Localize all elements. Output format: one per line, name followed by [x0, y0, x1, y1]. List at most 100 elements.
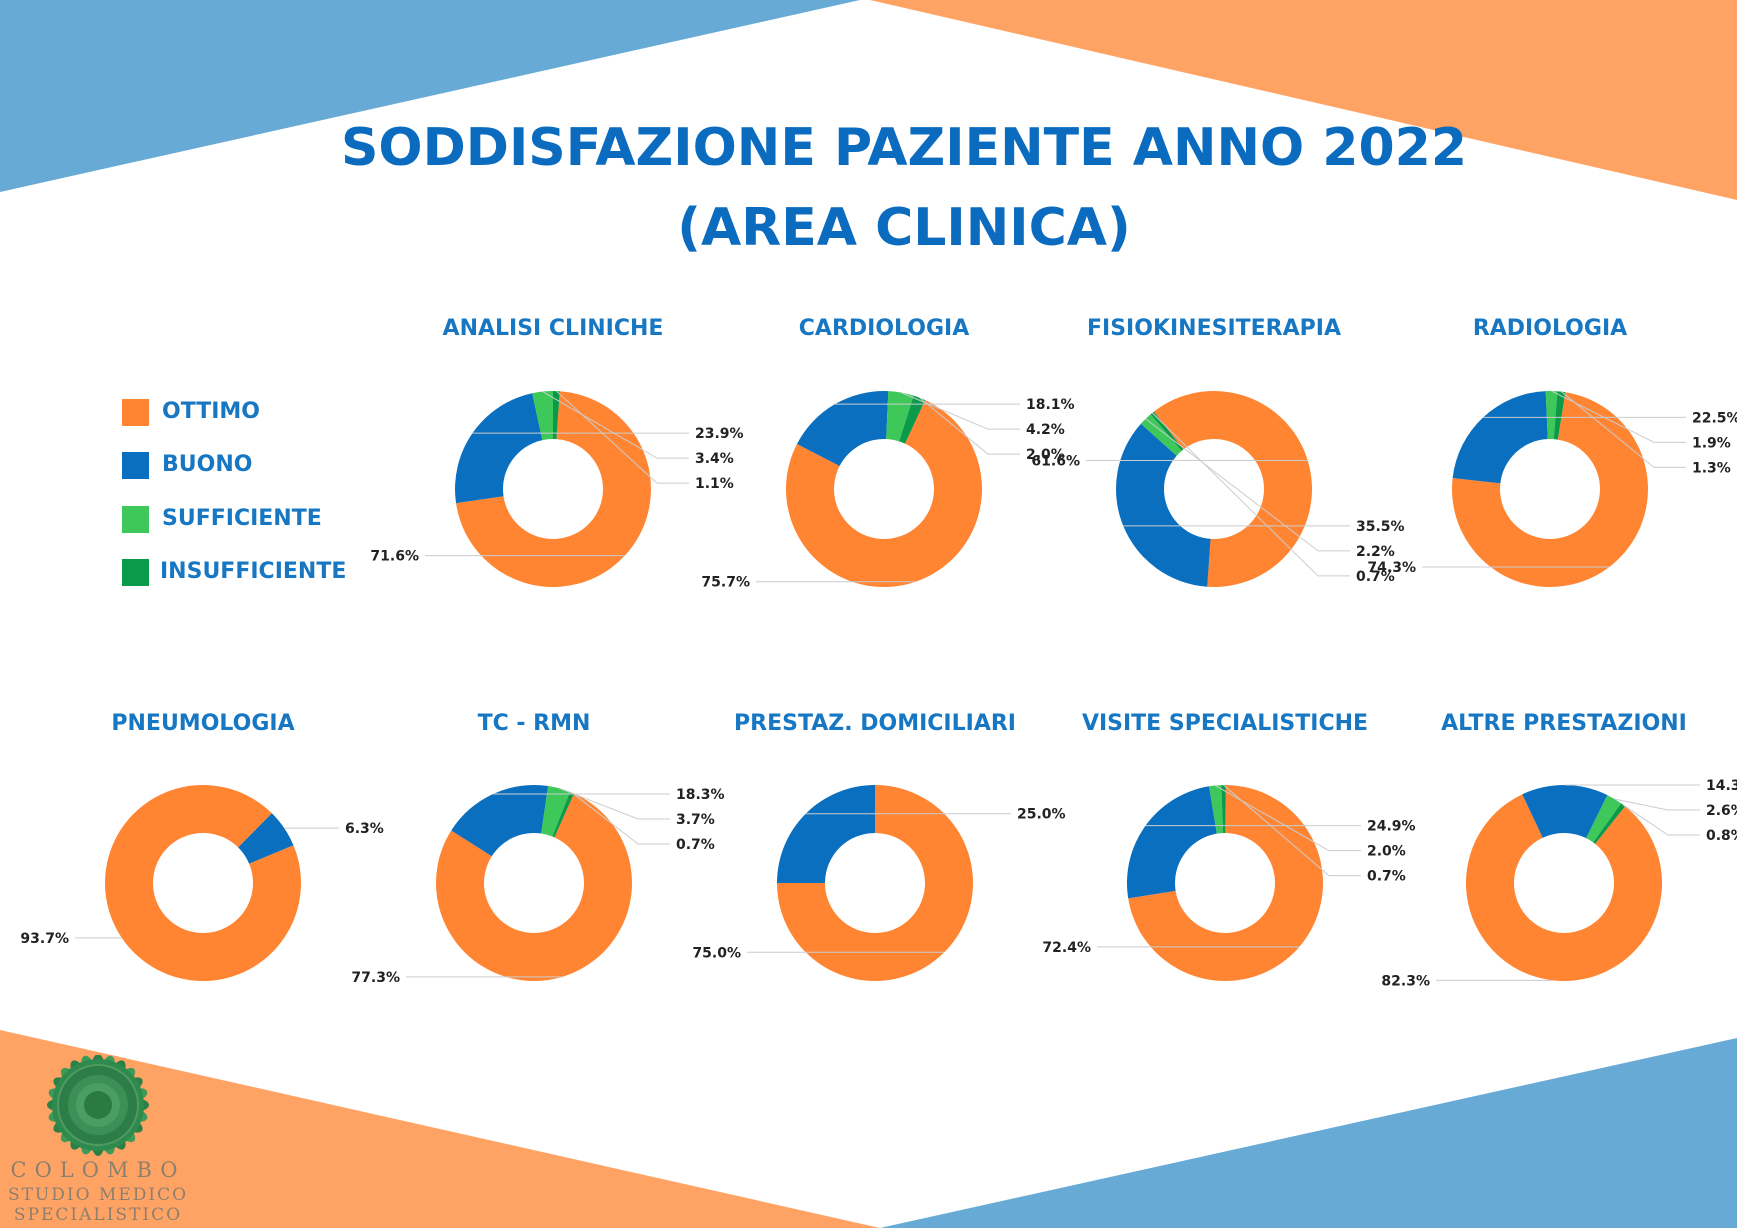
chart-title: FISIOKINESITERAPIA — [1087, 316, 1341, 341]
slice-insufficiente — [1593, 803, 1626, 844]
slice-insufficiente — [552, 791, 575, 838]
chart-radiologia: RADIOLOGIA 22.5% 1.9% 1.3% 74.3% — [1367, 316, 1737, 587]
slice-ottimo — [1128, 785, 1323, 981]
chart-prestaz-domiciliari: PRESTAZ. DOMICILIARI 25.0% 75.0% — [692, 711, 1066, 981]
legend-swatch-ottimo — [122, 399, 149, 426]
leader-line — [1622, 804, 1700, 836]
leader-line — [1614, 798, 1700, 811]
chart-title: PNEUMOLOGIA — [111, 711, 294, 736]
chart-title: VISITE SPECIALISTICHE — [1082, 711, 1368, 736]
legend-label-insufficiente: INSUFFICIENTE — [160, 559, 347, 584]
chart-altre-prestazioni: ALTRE PRESTAZIONI 14.3% 2.6% 0.8% 82.3% — [1381, 711, 1737, 989]
data-label-ottimo: 77.3% — [351, 970, 400, 986]
slice-sufficiente — [532, 391, 553, 441]
data-label-buono: 6.3% — [345, 821, 384, 837]
data-label-sufficiente: 3.7% — [676, 812, 715, 828]
data-label-ottimo: 72.4% — [1042, 940, 1091, 956]
legend-label-buono: BUONO — [162, 452, 253, 477]
slice-ottimo — [105, 785, 302, 982]
slice-ottimo — [1153, 391, 1312, 587]
chart-analisi-cliniche: ANALISI CLINICHE 23.9% 3.4% 1.1% 71.6% — [370, 316, 744, 587]
leader-line — [559, 787, 670, 820]
data-label-buono: 14.3% — [1706, 778, 1737, 794]
data-label-insufficiente: 0.8% — [1706, 828, 1737, 844]
data-label-sufficiente: 2.2% — [1356, 544, 1395, 560]
leader-line — [1551, 390, 1686, 443]
data-label-sufficiente: 2.6% — [1706, 803, 1737, 819]
data-label-insufficiente: 1.3% — [1692, 460, 1731, 476]
legend-label-sufficiente: SUFFICIENTE — [162, 506, 322, 531]
top-left-blue-shape — [0, 0, 860, 192]
slice-ottimo — [456, 391, 652, 587]
data-label-buono: 18.3% — [676, 787, 725, 803]
chart-visite-specialistiche: VISITE SPECIALISTICHE 24.9% 2.0% 0.7% 72.4% — [1042, 711, 1416, 981]
slice-buono — [796, 391, 889, 467]
data-label-ottimo: 82.3% — [1381, 973, 1430, 989]
data-label-sufficiente: 3.4% — [695, 451, 734, 467]
logo-line3: SPECIALISTICO — [13, 1205, 183, 1225]
slice-buono — [1116, 423, 1211, 587]
chart-fisiokinesiterapia: FISIOKINESITERAPIA 35.5% 2.2% 0.7% 61.6% — [1031, 316, 1405, 587]
data-label-insufficiente: 0.7% — [676, 837, 715, 853]
slice-buono — [777, 785, 875, 883]
leader-line — [919, 397, 1020, 455]
leader-line — [1151, 412, 1350, 577]
slice-ottimo — [777, 785, 973, 981]
data-label-sufficiente: 2.0% — [1367, 844, 1406, 860]
leader-line — [1223, 784, 1361, 877]
data-label-sufficiente: 1.9% — [1692, 435, 1731, 451]
slice-sufficiente — [1209, 785, 1224, 834]
chart-cardiologia: CARDIOLOGIA 18.1% 4.2% 2.0% 75.7% — [701, 316, 1074, 591]
chart-title: RADIOLOGIA — [1473, 316, 1627, 341]
page-title-line1: SODDISFAZIONE PAZIENTE ANNO 2022 — [340, 118, 1468, 178]
logo-name: COLOMBO — [10, 1158, 186, 1182]
slice-insufficiente — [1221, 785, 1226, 834]
data-label-ottimo: 75.7% — [701, 575, 750, 591]
data-label-ottimo: 61.6% — [1031, 453, 1080, 469]
data-label-buono: 23.9% — [695, 426, 744, 442]
top-right-orange-shape — [870, 0, 1737, 200]
chart-title: PRESTAZ. DOMICILIARI — [734, 711, 1016, 736]
bottom-left-orange-shape — [0, 1030, 880, 1228]
data-label-insufficiente: 1.1% — [695, 476, 734, 492]
chart-title: TC - RMN — [478, 711, 591, 736]
chart-title: CARDIOLOGIA — [799, 316, 969, 341]
data-label-buono: 18.1% — [1026, 397, 1075, 413]
slice-ottimo — [1465, 794, 1662, 982]
slice-ottimo — [785, 400, 982, 588]
data-label-ottimo: 75.0% — [692, 945, 741, 961]
data-label-buono: 25.0% — [1017, 807, 1066, 823]
chart-title: ALTRE PRESTAZIONI — [1441, 711, 1687, 736]
leader-line — [556, 390, 689, 484]
chart-title: ANALISI CLINICHE — [443, 316, 664, 341]
leader-line — [900, 392, 1020, 430]
data-label-buono: 35.5% — [1356, 519, 1405, 535]
slice-buono — [238, 813, 294, 864]
chart-tc-rmn: TC - RMN 18.3% 3.7% 0.7% 77.3% — [351, 711, 724, 986]
slice-sufficiente — [886, 391, 914, 442]
slice-buono — [451, 785, 549, 857]
legend-label-ottimo: OTTIMO — [162, 399, 261, 424]
slice-sufficiente — [1586, 795, 1622, 843]
slice-sufficiente — [541, 786, 571, 837]
data-label-insufficiente: 0.7% — [1367, 869, 1406, 885]
slice-buono — [1127, 786, 1217, 899]
leader-line — [571, 792, 670, 845]
slice-buono — [455, 393, 543, 504]
bottom-right-blue-shape — [880, 1038, 1737, 1228]
logo-line2: STUDIO MEDICO — [7, 1185, 189, 1205]
legend-swatch-insufficiente — [122, 559, 149, 586]
data-label-ottimo: 74.3% — [1367, 560, 1416, 576]
slice-sufficiente — [1140, 414, 1182, 456]
leader-line — [1561, 391, 1686, 468]
slice-sufficiente — [1545, 391, 1558, 440]
data-label-buono: 24.9% — [1367, 819, 1416, 835]
sunflower-logo-icon — [47, 1055, 149, 1156]
slice-insufficiente — [899, 395, 926, 444]
data-label-buono: 22.5% — [1692, 410, 1737, 426]
data-label-insufficiente: 2.0% — [1026, 447, 1065, 463]
chart-pneumologia: PNEUMOLOGIA 6.3% 93.7% — [20, 711, 384, 982]
